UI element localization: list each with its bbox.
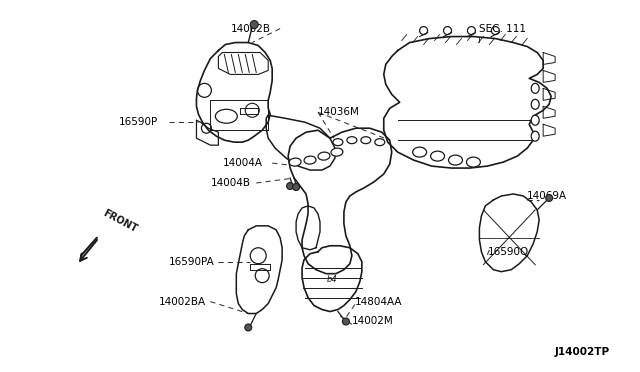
Ellipse shape <box>467 157 481 167</box>
Text: 16590Q: 16590Q <box>488 247 529 257</box>
Text: 14069A: 14069A <box>527 191 567 201</box>
Ellipse shape <box>449 155 463 165</box>
Circle shape <box>250 20 258 29</box>
Ellipse shape <box>361 137 371 144</box>
Text: J14002TP: J14002TP <box>554 347 609 357</box>
Ellipse shape <box>304 156 316 164</box>
Ellipse shape <box>318 152 330 160</box>
Ellipse shape <box>375 139 385 146</box>
Ellipse shape <box>531 83 539 93</box>
Text: b4: b4 <box>326 275 337 284</box>
Circle shape <box>292 183 300 190</box>
Ellipse shape <box>216 109 237 123</box>
Ellipse shape <box>347 137 357 144</box>
Ellipse shape <box>531 131 539 141</box>
Text: 14002M: 14002M <box>352 317 394 327</box>
Text: 16590PA: 16590PA <box>168 257 214 267</box>
Text: 16590P: 16590P <box>119 117 158 127</box>
Circle shape <box>546 195 552 202</box>
Ellipse shape <box>331 148 343 156</box>
Circle shape <box>342 318 349 325</box>
Ellipse shape <box>531 115 539 125</box>
Circle shape <box>244 324 252 331</box>
Text: FRONT: FRONT <box>101 208 138 234</box>
Text: 14002BA: 14002BA <box>159 296 205 307</box>
Text: 14002B: 14002B <box>230 23 270 33</box>
Ellipse shape <box>531 99 539 109</box>
Ellipse shape <box>413 147 427 157</box>
Ellipse shape <box>431 151 445 161</box>
Text: 14804AA: 14804AA <box>355 296 403 307</box>
Text: SEC. 111: SEC. 111 <box>479 23 527 33</box>
Text: 14036M: 14036M <box>318 107 360 117</box>
Text: 14004B: 14004B <box>211 178 250 188</box>
Text: 14004A: 14004A <box>222 158 262 168</box>
Ellipse shape <box>333 139 343 146</box>
Ellipse shape <box>289 158 301 166</box>
Circle shape <box>287 183 294 189</box>
